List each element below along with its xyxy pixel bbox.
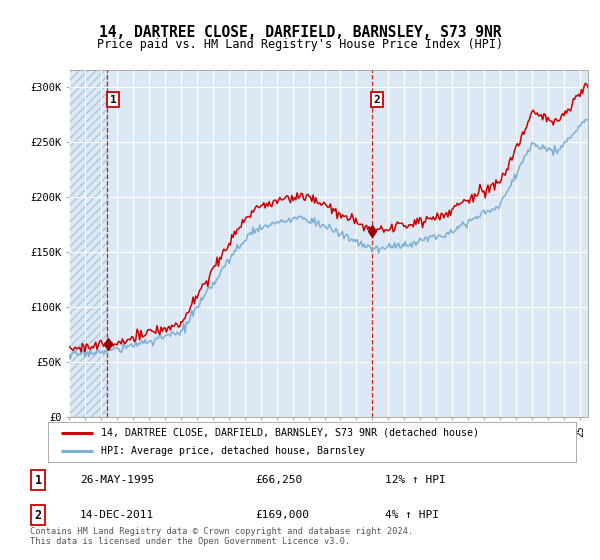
Text: 2: 2 [34,508,41,522]
Text: 1: 1 [110,95,116,105]
Bar [69,70,107,417]
Text: 14, DARTREE CLOSE, DARFIELD, BARNSLEY, S73 9NR (detached house): 14, DARTREE CLOSE, DARFIELD, BARNSLEY, S… [101,428,479,437]
Text: 1: 1 [34,474,41,487]
Text: Price paid vs. HM Land Registry's House Price Index (HPI): Price paid vs. HM Land Registry's House … [97,38,503,52]
Text: £66,250: £66,250 [255,475,302,485]
Text: 2: 2 [374,95,380,105]
Text: 14, DARTREE CLOSE, DARFIELD, BARNSLEY, S73 9NR: 14, DARTREE CLOSE, DARFIELD, BARNSLEY, S… [99,25,501,40]
Text: 14-DEC-2011: 14-DEC-2011 [80,510,154,520]
Text: 4% ↑ HPI: 4% ↑ HPI [385,510,439,520]
Text: Contains HM Land Registry data © Crown copyright and database right 2024.
This d: Contains HM Land Registry data © Crown c… [30,526,413,546]
Text: 26-MAY-1995: 26-MAY-1995 [80,475,154,485]
Text: 12% ↑ HPI: 12% ↑ HPI [385,475,446,485]
Text: HPI: Average price, detached house, Barnsley: HPI: Average price, detached house, Barn… [101,446,365,456]
Text: £169,000: £169,000 [255,510,309,520]
